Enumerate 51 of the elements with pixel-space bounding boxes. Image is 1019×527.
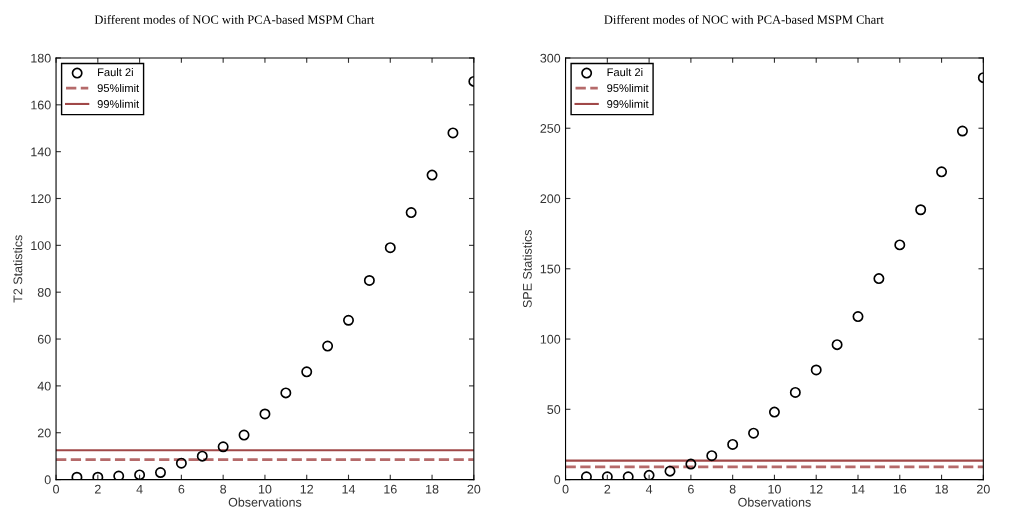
legend-label: Fault 2i [607, 67, 643, 77]
x-tick-label: 16 [893, 484, 907, 494]
legend-label: 95%limit [607, 83, 649, 93]
x-tick-label: 12 [300, 484, 314, 494]
y-tick-label: 200 [540, 194, 561, 204]
y-tick-label: 0 [554, 475, 561, 485]
y-tick-label: 50 [547, 405, 561, 414]
y-tick-label: 160 [31, 100, 51, 110]
x-tick-label: 16 [384, 484, 397, 494]
y-axis-title: T2 Statistics [13, 235, 23, 303]
x-tick-label: 4 [136, 484, 143, 494]
x-tick-label: 12 [810, 484, 823, 494]
x-tick-label: 14 [852, 484, 865, 494]
y-tick-label: 60 [37, 334, 51, 344]
y-tick-label: 20 [37, 428, 51, 438]
x-tick-label: 10 [768, 484, 781, 494]
x-tick-label: 6 [178, 484, 185, 494]
x-tick-label: 18 [426, 484, 439, 494]
x-tick-label: 4 [645, 484, 653, 494]
x-tick-label: 10 [258, 484, 272, 494]
legend-label: 95%limit [97, 83, 140, 93]
y-tick-label: 250 [540, 124, 561, 133]
y-tick-label: 300 [540, 53, 561, 63]
y-tick-label: 100 [31, 241, 51, 250]
y-tick-label: 180 [31, 53, 51, 63]
x-tick-label: 0 [562, 484, 569, 494]
y-axis-title: SPE Statistics [522, 229, 532, 308]
x-tick-label: 6 [688, 484, 694, 494]
x-tick-label: 8 [220, 484, 227, 494]
legend-label: 99%limit [607, 99, 649, 108]
y-tick-label: 0 [44, 475, 51, 485]
y-tick-label: 80 [37, 287, 51, 297]
x-tick-label: 2 [604, 484, 611, 494]
y-tick-label: 150 [540, 264, 561, 274]
y-tick-label: 100 [540, 334, 561, 344]
y-tick-label: 40 [37, 381, 51, 391]
x-tick-label: 18 [935, 484, 948, 494]
y-tick-label: 120 [31, 194, 51, 204]
x-tick-label: 14 [342, 484, 356, 494]
x-tick-label: 8 [729, 484, 736, 494]
chart-title: Different modes of NOC with PCA-based MSPM Chart [94, 14, 375, 24]
chart-title: Different modes of NOC with PCA-based MSPM Chart [604, 14, 884, 24]
x-tick-label: 0 [53, 484, 60, 494]
x-axis-title: Observations [738, 497, 811, 507]
x-axis-title: Observations [228, 497, 302, 507]
x-tick-label: 20 [467, 484, 481, 494]
y-tick-label: 140 [31, 147, 51, 157]
x-tick-label: 2 [94, 484, 101, 494]
legend-label: Fault 2i [98, 67, 133, 77]
legend-label: 99%limit [97, 99, 140, 108]
x-tick-label: 20 [977, 484, 990, 494]
